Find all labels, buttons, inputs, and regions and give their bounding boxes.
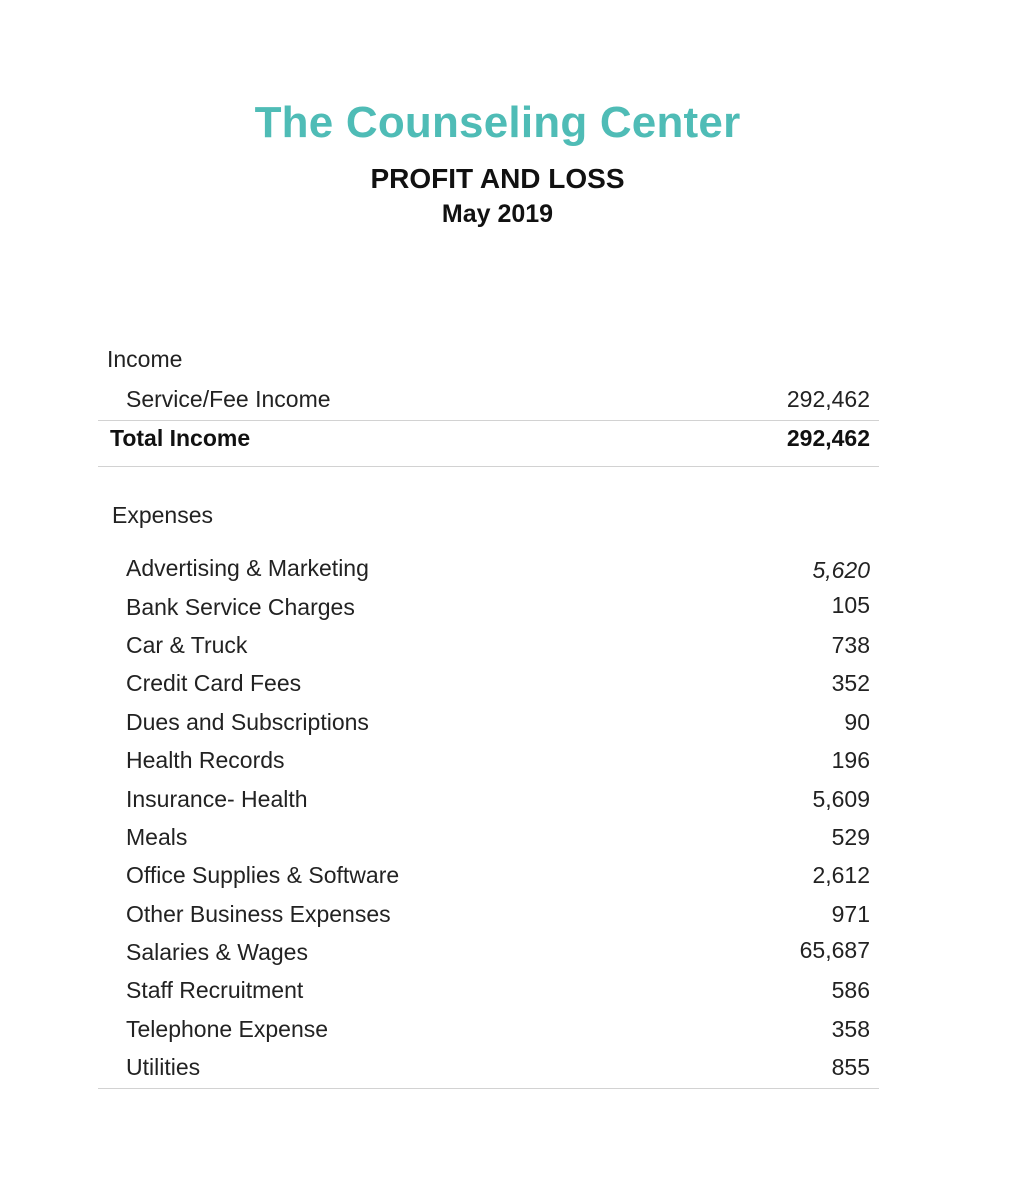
expense-row: Credit Card Fees 352 bbox=[126, 670, 870, 700]
expenses-section-label: Expenses bbox=[112, 502, 214, 528]
expense-row-label: Dues and Subscriptions bbox=[126, 709, 369, 735]
expense-row: Salaries & Wages 65,687 bbox=[126, 937, 870, 969]
divider-income-top bbox=[98, 420, 879, 421]
expense-row-value: 352 bbox=[831, 670, 870, 696]
company-name: The Counseling Center bbox=[254, 98, 741, 147]
income-row-value: 292,462 bbox=[786, 386, 870, 412]
expense-row: Insurance- Health 5,609 bbox=[126, 786, 870, 816]
expense-row: Meals 529 bbox=[126, 824, 870, 854]
expense-row-value: 358 bbox=[831, 1016, 870, 1042]
expense-row-value: 738 bbox=[831, 632, 870, 658]
total-income-label: Total Income bbox=[110, 425, 251, 451]
divider-income-bottom bbox=[98, 466, 879, 467]
expense-row-value: 855 bbox=[831, 1054, 870, 1080]
expense-row-value: 529 bbox=[831, 824, 870, 850]
total-income-row: Total Income 292,462 bbox=[110, 425, 870, 455]
report-title: PROFIT AND LOSS bbox=[370, 163, 625, 194]
expense-row-label: Utilities bbox=[126, 1054, 201, 1080]
report-period: May 2019 bbox=[441, 200, 554, 228]
expense-row: Health Records 196 bbox=[126, 747, 870, 777]
income-row: Service/Fee Income 292,462 bbox=[126, 386, 870, 416]
expense-row: Car & Truck 738 bbox=[126, 632, 870, 662]
expense-row: Advertising & Marketing 5,620 bbox=[126, 555, 870, 585]
expense-row-label: Insurance- Health bbox=[126, 786, 308, 812]
expense-row: Other Business Expenses 971 bbox=[126, 901, 870, 931]
expense-row-label: Telephone Expense bbox=[126, 1016, 329, 1042]
expense-row-value: 2,612 bbox=[812, 862, 870, 888]
expense-row-label: Health Records bbox=[126, 747, 285, 773]
expense-row: Utilities 855 bbox=[126, 1054, 870, 1084]
expense-row-label: Bank Service Charges bbox=[126, 594, 355, 620]
expense-row-label: Staff Recruitment bbox=[126, 977, 304, 1003]
expense-row-label: Meals bbox=[126, 824, 188, 850]
expense-row-label: Credit Card Fees bbox=[126, 670, 302, 696]
expense-row-label: Other Business Expenses bbox=[126, 901, 391, 927]
expense-row-value: 105 bbox=[831, 592, 870, 618]
expense-row-value: 5,609 bbox=[812, 786, 870, 812]
total-income-value: 292,462 bbox=[786, 425, 870, 451]
expense-row-value: 90 bbox=[844, 709, 870, 735]
expense-row-label: Advertising & Marketing bbox=[126, 555, 369, 581]
expense-row-value: 196 bbox=[831, 747, 870, 773]
expense-row-label: Salaries & Wages bbox=[126, 939, 308, 965]
expense-row-value: 5,620 bbox=[812, 557, 870, 583]
expense-row: Bank Service Charges 105 bbox=[126, 592, 870, 624]
expense-row: Office Supplies & Software 2,612 bbox=[126, 862, 870, 892]
income-section-label: Income bbox=[107, 346, 183, 372]
expense-row-value: 586 bbox=[831, 977, 870, 1003]
expense-row-value: 65,687 bbox=[799, 937, 870, 963]
expense-row-label: Car & Truck bbox=[126, 632, 248, 658]
expense-row: Dues and Subscriptions 90 bbox=[126, 709, 870, 739]
divider-expenses-bottom bbox=[98, 1088, 879, 1089]
expense-row-value: 971 bbox=[831, 901, 870, 927]
income-row-label: Service/Fee Income bbox=[126, 386, 331, 412]
expense-row: Telephone Expense 358 bbox=[126, 1016, 870, 1046]
expense-row-label: Office Supplies & Software bbox=[126, 862, 400, 888]
expense-row: Staff Recruitment 586 bbox=[126, 977, 870, 1007]
